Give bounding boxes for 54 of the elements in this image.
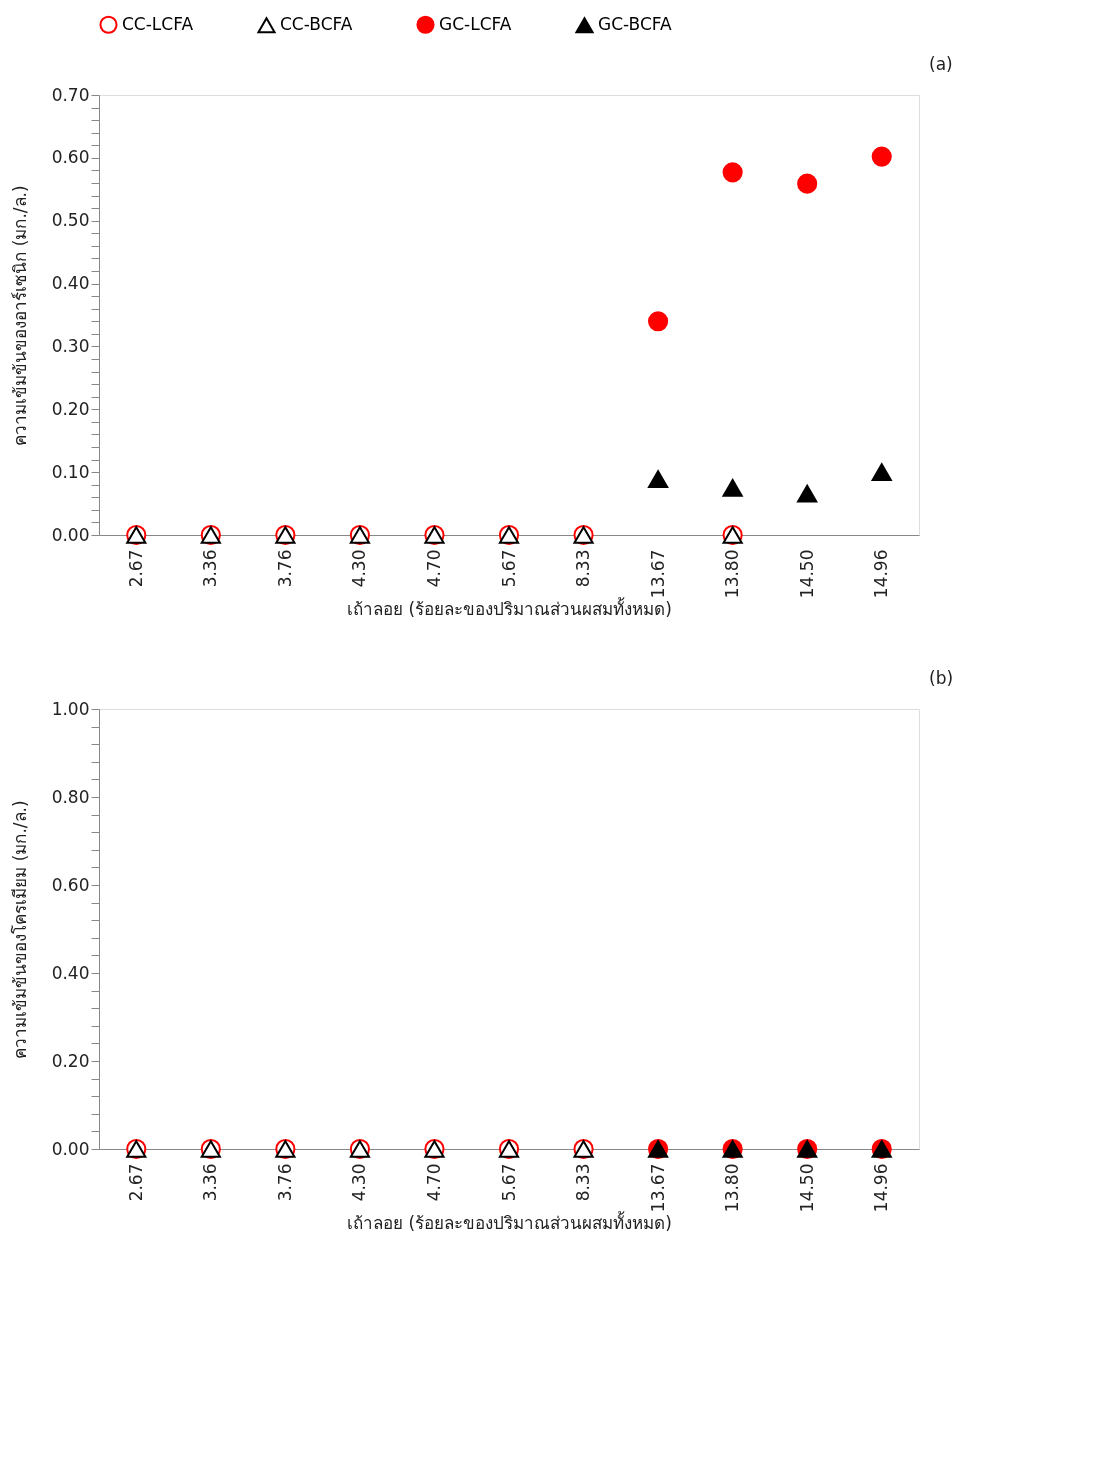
x-tick-label: 4.30 [349,549,370,588]
point [648,470,669,488]
y-tick-label: 0.60 [51,147,90,168]
x-tick-label: 8.33 [573,549,594,588]
y-tick-label: 1.00 [51,698,90,719]
y-tick-label: 0.00 [51,524,90,545]
x-tick-label: 3.36 [200,549,221,588]
point [797,173,818,194]
x-tick-label: 8.33 [573,1163,594,1202]
y-tick-label: 0.50 [51,210,90,231]
y-tick-label: 0.00 [51,1138,90,1159]
point [648,311,669,332]
x-tick-label: 14.50 [796,549,817,599]
x-tick-label: 13.80 [722,1163,743,1213]
y-axis-title: ความเข้มข้นของโครเมียม (มก./ล.) [9,800,30,1059]
x-tick-label: 4.70 [423,549,444,588]
x-tick-label: 13.67 [647,1163,668,1213]
x-tick-label: 2.67 [125,1163,146,1202]
legend-label: GC-BCFA [598,14,673,35]
x-tick-label: 13.80 [722,549,743,599]
x-tick-label: 3.76 [274,549,295,588]
x-tick-label: 14.50 [796,1163,817,1213]
point [722,162,743,183]
x-tick-label: 3.36 [200,1163,221,1202]
y-tick-label: 0.30 [51,335,90,356]
x-tick-label: 3.76 [274,1163,295,1202]
x-tick-label: 4.30 [349,1163,370,1202]
x-tick-label: 13.67 [647,549,668,599]
legend-label: CC-BCFA [280,14,353,35]
point [722,478,743,497]
legend-label: GC-LCFA [439,13,512,34]
legend-label: CC-LCFA [122,13,194,34]
x-tick-label: 2.67 [125,549,146,588]
x-tick-label: 5.67 [498,549,519,588]
point [797,484,818,503]
text: (a) [929,54,953,74]
y-tick-label: 0.20 [51,1050,90,1071]
text: (b) [929,668,954,688]
x-tick-label: 5.67 [498,1163,519,1202]
x-tick-label: 14.96 [871,1163,892,1213]
y-tick-label: 0.40 [51,962,90,983]
x-axis-title: เถ้าลอย (ร้อยละของปริมาณส่วนผสมทั้งหมด) [347,1211,672,1234]
y-axis-title: ความเข้มข้นของอาร์เซนิก (มก./ล.) [9,185,30,446]
point [871,146,892,167]
x-tick-label: 14.96 [871,549,892,599]
y-tick-label: 0.80 [51,786,90,807]
y-tick-label: 0.70 [51,84,90,105]
y-tick-label: 0.20 [51,398,90,419]
y-tick-label: 0.40 [51,273,90,294]
point [871,463,892,482]
x-axis-title: เถ้าลอย (ร้อยละของปริมาณส่วนผสมทั้งหมด) [347,597,672,620]
y-tick-label: 0.60 [51,874,90,895]
y-tick-label: 0.10 [51,461,90,482]
x-tick-label: 4.70 [423,1163,444,1202]
